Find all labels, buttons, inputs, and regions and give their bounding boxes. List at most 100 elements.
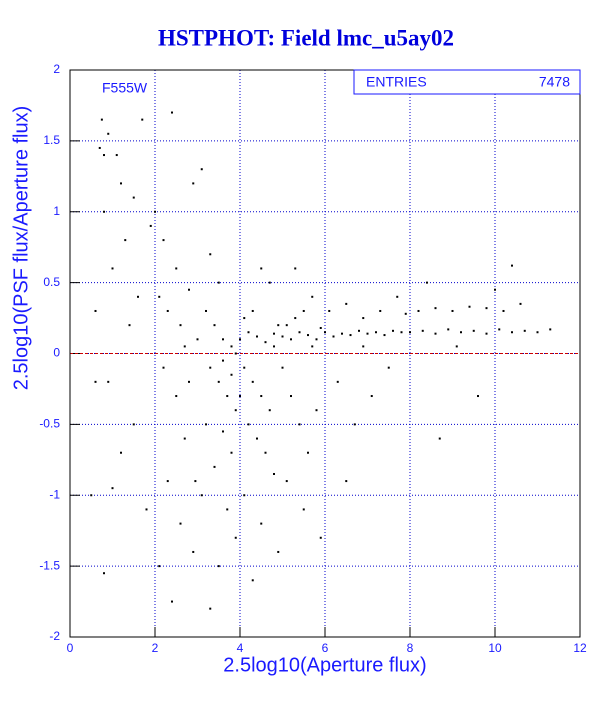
point — [128, 324, 131, 327]
point — [154, 210, 156, 213]
point — [162, 366, 165, 369]
x-tick-label: 2 — [152, 641, 159, 655]
point — [328, 309, 331, 312]
point — [468, 305, 471, 308]
point — [256, 437, 258, 440]
point — [362, 345, 365, 348]
point — [396, 295, 399, 298]
y-axis-label: 2.5log10(PSF flux/Aperture flux) — [10, 106, 32, 391]
point — [409, 331, 411, 334]
point — [183, 345, 186, 348]
point — [260, 267, 263, 270]
point — [400, 331, 403, 334]
point — [234, 409, 237, 412]
point — [366, 332, 369, 335]
point — [213, 465, 216, 468]
y-tick-label: -1.5 — [39, 558, 60, 572]
point — [268, 281, 271, 284]
point — [451, 309, 454, 312]
point — [243, 494, 246, 497]
point — [213, 324, 216, 327]
point — [179, 522, 182, 525]
point — [239, 395, 241, 398]
point — [194, 480, 197, 483]
point — [472, 329, 475, 332]
point — [294, 317, 297, 320]
point — [494, 288, 496, 291]
point — [222, 338, 224, 341]
point — [230, 345, 233, 348]
point — [217, 380, 220, 383]
point — [311, 345, 314, 348]
y-tick-label: 2 — [53, 62, 60, 76]
y-tick-label: -2 — [49, 629, 60, 643]
stats-box — [353, 69, 581, 95]
point — [222, 359, 224, 362]
point — [264, 451, 267, 454]
point — [379, 309, 382, 312]
point — [251, 309, 254, 312]
point — [107, 380, 110, 383]
y-tick-label: -0.5 — [39, 417, 60, 431]
point — [226, 508, 229, 511]
point — [171, 111, 173, 114]
point — [277, 550, 280, 553]
point — [256, 335, 258, 338]
point — [234, 536, 237, 539]
entries-label: ENTRIES — [366, 74, 427, 90]
point — [387, 366, 390, 369]
point — [383, 334, 386, 337]
point — [120, 451, 122, 454]
point — [145, 508, 148, 511]
point — [523, 329, 526, 332]
point — [519, 302, 522, 305]
point — [226, 395, 229, 398]
point — [498, 328, 501, 331]
point — [230, 373, 233, 376]
point — [243, 366, 246, 369]
point — [549, 328, 552, 331]
point — [281, 366, 284, 369]
point — [137, 295, 139, 298]
x-tick-label: 12 — [573, 641, 587, 655]
point — [358, 329, 360, 332]
point — [243, 317, 246, 320]
point — [460, 331, 462, 334]
y-tick-label: 1.5 — [43, 133, 60, 147]
point — [375, 331, 377, 334]
y-tick-label: 1 — [53, 204, 60, 218]
point — [124, 239, 127, 242]
point — [94, 380, 97, 383]
point — [302, 508, 305, 511]
point — [485, 307, 488, 310]
point — [319, 536, 322, 539]
point — [353, 423, 356, 426]
point — [417, 309, 420, 312]
point — [536, 331, 539, 334]
point — [336, 380, 339, 383]
point — [345, 302, 348, 305]
point — [230, 451, 233, 454]
point — [111, 487, 114, 490]
point — [251, 579, 254, 582]
x-tick-label: 4 — [237, 641, 244, 655]
point — [196, 338, 199, 341]
point — [162, 239, 165, 242]
point — [290, 395, 292, 398]
point — [209, 366, 212, 369]
filter-annotation: F555W — [102, 80, 148, 96]
point — [217, 565, 220, 568]
point — [111, 267, 114, 270]
point — [120, 182, 122, 185]
point — [98, 146, 101, 149]
point — [205, 423, 207, 426]
point — [209, 253, 212, 256]
point — [132, 423, 135, 426]
point — [175, 267, 178, 270]
point — [260, 395, 263, 398]
point — [107, 132, 110, 135]
point — [302, 309, 305, 312]
point — [239, 338, 241, 341]
